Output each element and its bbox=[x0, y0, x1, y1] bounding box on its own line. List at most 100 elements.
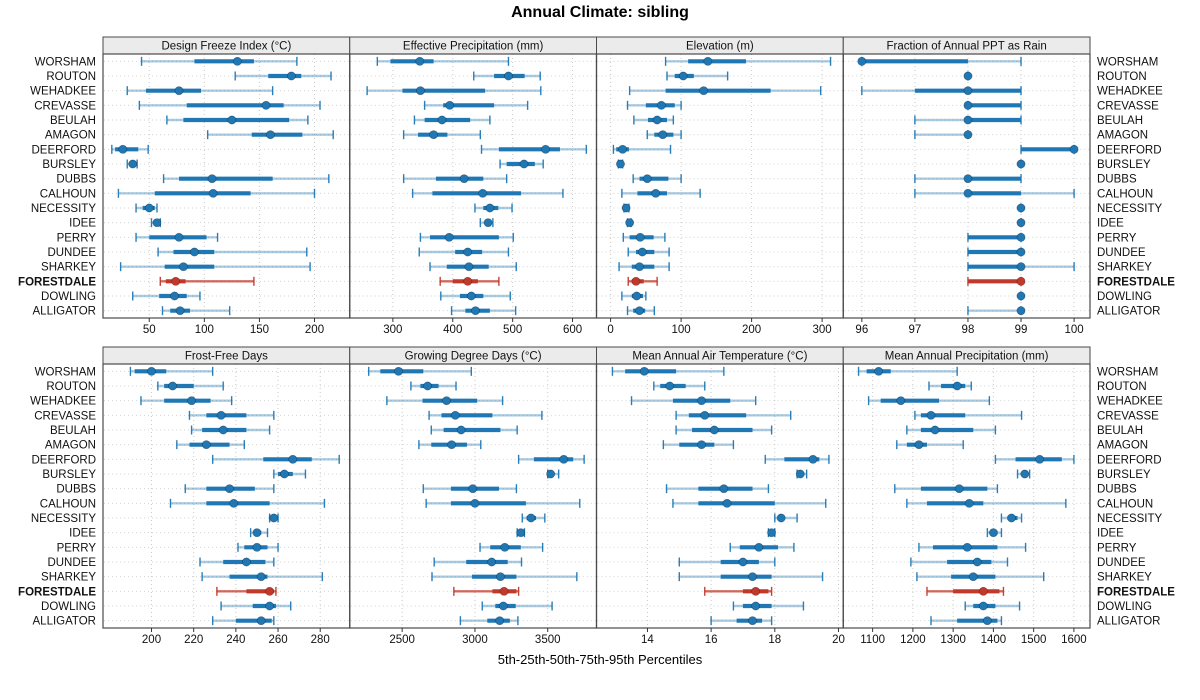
axis-tick-label: 0 bbox=[607, 324, 613, 336]
site-label-left: DEERFORD bbox=[31, 144, 96, 156]
median-dot bbox=[637, 247, 647, 257]
site-label-left: BEULAH bbox=[50, 425, 96, 437]
median-dot bbox=[516, 528, 526, 538]
median-dot bbox=[1016, 218, 1026, 228]
median-dot bbox=[719, 484, 729, 494]
median-dot bbox=[621, 203, 631, 213]
median-dot bbox=[751, 586, 761, 596]
axis-tick-label: 97 bbox=[908, 324, 921, 336]
median-dot bbox=[697, 396, 707, 406]
median-dot bbox=[767, 528, 777, 538]
median-dot bbox=[147, 366, 156, 376]
median-dot bbox=[495, 616, 505, 626]
axis-tick-label: 20 bbox=[832, 634, 845, 646]
axis-tick-label: 300 bbox=[813, 324, 832, 336]
site-label-left: ROUTON bbox=[46, 381, 96, 393]
median-dot bbox=[618, 144, 628, 154]
axis-tick-label: 100 bbox=[195, 324, 214, 336]
median-dot bbox=[261, 100, 271, 110]
median-dot bbox=[738, 557, 748, 567]
median-dot bbox=[499, 586, 509, 596]
axis-tick-label: 1100 bbox=[860, 634, 885, 646]
median-dot bbox=[651, 188, 661, 198]
median-dot bbox=[252, 528, 262, 538]
site-label-left: PERRY bbox=[57, 232, 97, 244]
median-dot bbox=[269, 513, 279, 523]
axis-tick-label: 1200 bbox=[900, 634, 926, 646]
site-label-left: IDEE bbox=[69, 528, 96, 540]
median-dot bbox=[642, 174, 652, 184]
median-dot bbox=[468, 484, 478, 494]
median-dot bbox=[483, 218, 493, 228]
site-label-left: WORSHAM bbox=[35, 56, 96, 68]
median-dot bbox=[857, 56, 867, 66]
site-label-right: ROUTON bbox=[1097, 71, 1147, 83]
axis-tick-label: 18 bbox=[768, 634, 781, 646]
site-label-right: BURSLEY bbox=[1097, 469, 1151, 481]
median-dot bbox=[1016, 262, 1026, 272]
site-label-right: DOWLING bbox=[1097, 291, 1152, 303]
median-dot bbox=[478, 188, 488, 198]
site-label-right: SHARKEY bbox=[1097, 572, 1152, 584]
median-dot bbox=[1016, 232, 1026, 242]
axis-tick-label: 1600 bbox=[1061, 634, 1087, 646]
site-label-right: SHARKEY bbox=[1097, 262, 1152, 274]
site-label-left: AMAGON bbox=[45, 130, 96, 142]
site-label-right: DUNDEE bbox=[1097, 557, 1146, 569]
median-dot bbox=[795, 469, 805, 479]
site-label-right: FORESTDALE bbox=[1097, 586, 1175, 598]
median-dot bbox=[635, 306, 644, 316]
site-label-right: DOWLING bbox=[1097, 601, 1152, 613]
chart-title: Annual Climate: sibling bbox=[511, 4, 689, 21]
axis-tick-label: 100 bbox=[1064, 324, 1083, 336]
site-label-right: WORSHAM bbox=[1097, 56, 1158, 68]
axis-tick-label: 220 bbox=[184, 634, 203, 646]
median-dot bbox=[464, 262, 474, 272]
site-label-left: FORESTDALE bbox=[18, 586, 96, 598]
median-dot bbox=[442, 396, 452, 406]
axis-tick-label: 1300 bbox=[940, 634, 966, 646]
median-dot bbox=[632, 291, 642, 301]
median-dot bbox=[968, 572, 978, 582]
median-dot bbox=[748, 616, 757, 626]
site-label-right: WORSHAM bbox=[1097, 366, 1158, 378]
site-label-left: ALLIGATOR bbox=[33, 306, 97, 318]
median-dot bbox=[1016, 203, 1026, 213]
panel-strip-title: Design Freeze Index (°C) bbox=[161, 41, 291, 53]
median-dot bbox=[171, 276, 181, 286]
site-label-left: DUBBS bbox=[56, 174, 96, 186]
median-dot bbox=[656, 100, 666, 110]
axis-tick-label: 3000 bbox=[462, 634, 488, 646]
median-dot bbox=[174, 86, 184, 96]
median-dot bbox=[963, 86, 973, 96]
panel-strip-title: Mean Annual Precipitation (mm) bbox=[885, 351, 1049, 363]
axis-tick-label: 99 bbox=[1015, 324, 1028, 336]
median-dot bbox=[232, 56, 242, 66]
site-label-left: DUNDEE bbox=[47, 247, 96, 259]
median-dot bbox=[952, 381, 962, 391]
median-dot bbox=[170, 291, 180, 301]
median-dot bbox=[286, 71, 296, 81]
site-label-left: WEHADKEE bbox=[30, 86, 96, 98]
site-label-right: DUBBS bbox=[1097, 174, 1137, 186]
median-dot bbox=[444, 232, 454, 242]
panel-strip-title: Effective Precipitation (mm) bbox=[403, 41, 544, 53]
axis-tick-label: 280 bbox=[311, 634, 330, 646]
median-dot bbox=[470, 498, 480, 508]
median-dot bbox=[988, 528, 998, 538]
percentiles-caption: 5th-25th-50th-75th-95th Percentiles bbox=[497, 652, 703, 667]
median-dot bbox=[963, 71, 973, 81]
median-dot bbox=[699, 86, 709, 96]
panel-border bbox=[102, 53, 351, 319]
median-dot bbox=[963, 130, 973, 140]
median-dot bbox=[754, 542, 764, 552]
panel-border bbox=[102, 363, 351, 629]
median-dot bbox=[700, 410, 710, 420]
median-dot bbox=[1016, 276, 1026, 286]
median-dot bbox=[495, 572, 505, 582]
median-dot bbox=[874, 366, 884, 376]
panel-strip-title: Growing Degree Days (°C) bbox=[405, 351, 542, 363]
axis-tick-label: 98 bbox=[962, 324, 975, 336]
median-dot bbox=[189, 247, 199, 257]
